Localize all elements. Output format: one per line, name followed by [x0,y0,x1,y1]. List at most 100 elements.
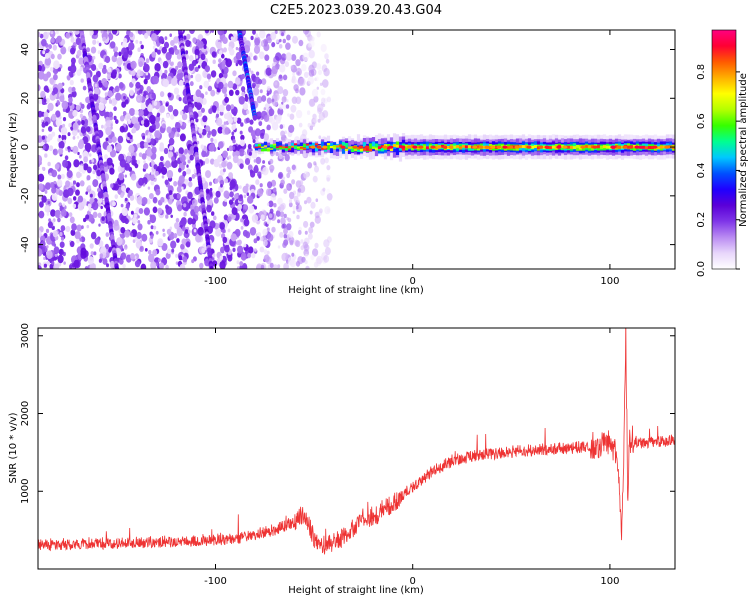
heatmap-cell [134,213,137,218]
heatmap-cell [502,145,508,149]
heatmap-cell [92,74,99,83]
heatmap-cell [251,135,256,141]
heatmap-cell [40,90,46,99]
heatmap-cell [257,146,262,148]
heatmap-cell [254,145,259,151]
heatmap-cell [146,136,151,143]
heatmap-cell [322,145,328,149]
heatmap-cell [530,145,535,149]
heatmap-cell [252,30,256,35]
heatmap-cell [324,157,329,164]
heatmap-cell [156,49,161,55]
heatmap-cell [109,167,115,175]
heatmap-cell [227,216,232,222]
heatmap-cell [210,70,217,78]
heatmap-cell [196,102,202,111]
heatmap-cell [152,206,158,214]
heatmap-cell [123,95,126,100]
heatmap-cell [115,92,122,101]
heatmap-cell [53,73,58,81]
heatmap-cell [295,240,301,248]
heatmap-cell [124,174,128,178]
heatmap-cell [296,191,301,197]
heatmap-cell [307,42,312,48]
heatmap-cell [171,248,175,253]
heatmap-cell [166,113,170,119]
heatmap-cell [166,169,174,179]
heatmap-cell [152,75,159,85]
heatmap-cell [77,151,80,156]
heatmap-cell [232,155,239,164]
heatmap-cell [218,141,224,149]
heatmap-cell [59,232,63,237]
heatmap-cell [632,144,637,148]
heatmap-cell [271,226,276,233]
heatmap-cell [168,198,173,205]
heatmap-cell [538,145,544,149]
heatmap-cell [282,104,287,110]
heatmap-cell [88,153,92,157]
heatmap-cell [344,143,349,148]
heatmap-cell [147,220,151,225]
heatmap-cell [296,214,300,220]
heatmap-cell [195,73,202,83]
heatmap-cell [659,145,664,149]
heatmap-cell [41,128,45,133]
heatmap-cell [201,247,206,254]
heatmap-cell [118,51,122,57]
heatmap-cell [269,213,273,219]
heatmap-cell [60,126,68,136]
y-tick-label: 3000 [20,323,31,348]
heatmap-cell [159,262,165,269]
heatmap-cell [326,193,333,201]
heatmap-cell [544,145,550,149]
heatmap-cell [69,240,75,248]
heatmap-cell [170,214,173,218]
heatmap-cell [50,182,55,189]
heatmap-cell [652,145,658,149]
heatmap-cell [182,170,187,177]
heatmap-cell [57,53,62,60]
heatmap-cell [299,146,304,149]
heatmap-cell [49,77,55,85]
heatmap-cell [177,61,183,68]
heatmap-cell [569,145,574,149]
heatmap-cell [65,32,71,39]
heatmap-cell [252,114,258,121]
heatmap-cell [121,185,126,192]
heatmap-cell [41,119,44,123]
heatmap-cell [140,44,144,50]
heatmap-cell [266,147,271,149]
heatmap-cell [249,169,253,174]
heatmap-cell [260,264,265,269]
heatmap-cell [67,187,74,197]
heatmap-cell [108,30,111,34]
heatmap-cell [76,135,80,139]
heatmap-cell [185,50,189,55]
heatmap-cell [256,188,264,197]
heatmap-cell [406,145,412,149]
heatmap-cell [54,253,58,257]
heatmap-cell [38,99,42,105]
heatmap-cell [175,261,179,265]
heatmap-cell [47,102,54,112]
heatmap-cell [213,197,219,204]
heatmap-cell [51,210,55,216]
heatmap-cell [638,145,643,149]
heatmap-cell [124,230,131,238]
heatmap-cell [371,141,376,148]
heatmap-cell [198,61,202,66]
heatmap-cell [170,77,178,87]
heatmap-cell [113,106,117,111]
colorbar-tick-label: 0.2 [696,212,707,228]
heatmap-cell [284,147,289,151]
heatmap-cell [255,33,259,38]
heatmap-cell [124,197,128,202]
heatmap-cell [319,82,323,87]
heatmap-cell [176,127,181,133]
heatmap-cell [165,103,169,107]
heatmap-cell [201,107,205,113]
heatmap-cell [266,86,271,91]
heatmap-cell [83,217,87,223]
heatmap-cell [299,87,306,96]
